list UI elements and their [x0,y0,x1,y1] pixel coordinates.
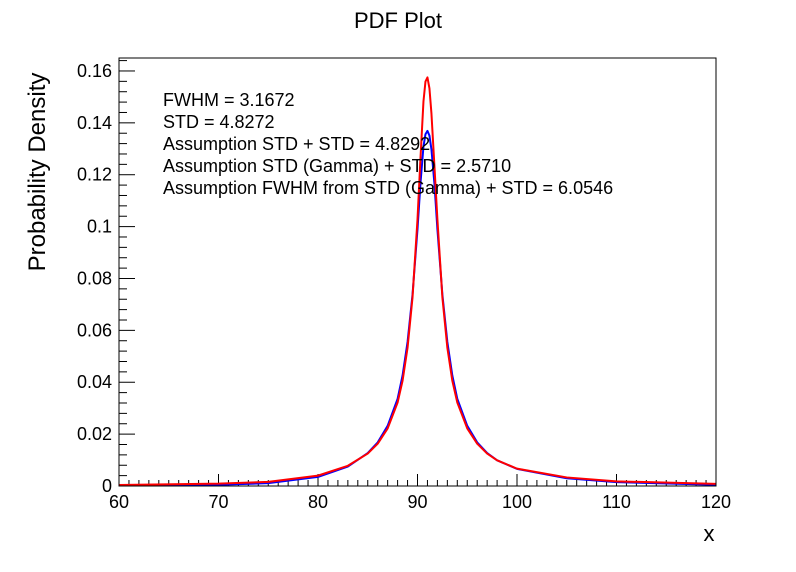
y-tick-label: 0 [102,476,112,496]
x-tick-label: 100 [502,492,532,512]
series-line-red [118,76,717,486]
annotation-assumption-std-gamma: Assumption STD (Gamma) + STD = 2.5710 [163,156,511,176]
axis-tick-labels: 60 70 80 90 100 110 120 0 0.02 0.04 0.06 0.08 0.1 0.1… [77,61,731,512]
annotation-assumption-fwhm-gamma: Assumption FWHM from STD (Gamma) + STD =… [163,178,613,198]
annotation-std: STD = 4.8272 [163,112,275,132]
y-tick-label: 0.16 [77,61,112,81]
y-tick-label: 0.02 [77,424,112,444]
x-tick-label: 80 [308,492,328,512]
x-tick-label: 90 [407,492,427,512]
x-tick-label: 120 [701,492,731,512]
annotation-assumption-std: Assumption STD + STD = 4.8292 [163,134,430,154]
y-axis-label: Probability Density [24,73,51,272]
series-group [118,76,717,487]
plot-frame [118,57,717,487]
annotation-fwhm: FWHM = 3.1672 [163,90,295,110]
chart-title: PDF Plot [354,8,442,33]
stats-annotations: FWHM = 3.1672 STD = 4.8272 Assumption ST… [163,90,613,198]
y-tick-label: 0.08 [77,268,112,288]
x-axis-label: x [704,521,715,546]
y-tick-label: 0.04 [77,372,112,392]
x-tick-label: 60 [109,492,129,512]
y-tick-label: 0.1 [87,217,112,237]
x-tick-label: 110 [602,492,631,512]
y-tick-label: 0.06 [77,320,112,340]
y-tick-label: 0.12 [77,165,112,185]
x-tick-label: 70 [208,492,228,512]
y-tick-label: 0.14 [77,113,112,133]
